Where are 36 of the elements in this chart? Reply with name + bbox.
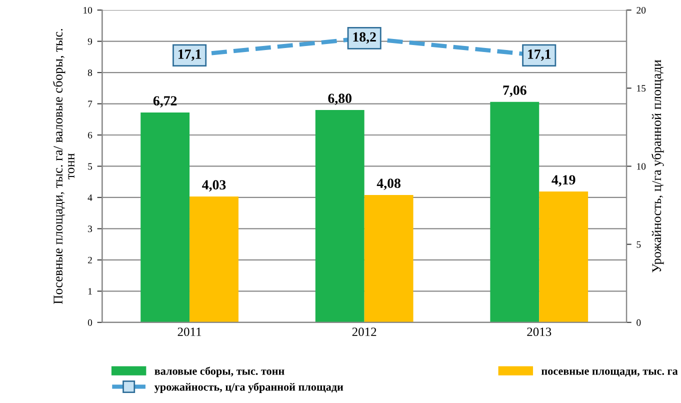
y-tick-label: 1 [88, 288, 92, 295]
y2-axis-title: Урожайность, ц/га убранной площади [652, 60, 664, 272]
x-tick-label: 2012 [352, 328, 376, 336]
bar [190, 196, 238, 322]
legend-label: валовые сборы, тыс. тонн [154, 366, 284, 378]
data-label: 6,80 [328, 94, 352, 106]
legend-label: урожайность, ц/га убранной площади [154, 382, 344, 393]
legend-label: посевные площади, тыс. га [542, 369, 678, 377]
y-tick-label: 6 [88, 132, 92, 138]
y-tick-label: 0 [88, 319, 92, 326]
x-tick-label: 2011 [178, 328, 202, 336]
data-label: 4,19 [552, 175, 576, 187]
y2-tick-label: 10 [637, 163, 646, 170]
y-tick-label: 9 [88, 38, 92, 45]
y2-tick-label: 15 [637, 85, 646, 92]
y-tick-label: 5 [88, 163, 92, 170]
y-tick-label: 2 [88, 256, 92, 264]
y-tick-label: 4 [88, 194, 92, 201]
y2-tick-label: 5 [636, 241, 641, 248]
bar [140, 112, 190, 322]
y2-tick-label: 20 [636, 6, 646, 14]
x-tick-label: 2013 [527, 328, 552, 336]
y-tick-label: 7 [88, 100, 92, 108]
y-axis-title: Посевные площади, тыс. га/ валовые сборы, тыс. тонн [52, 29, 74, 304]
data-label: 4,03 [202, 180, 226, 192]
bar [364, 194, 414, 322]
bar [539, 192, 588, 322]
y-tick-label: 10 [84, 6, 92, 14]
y-tick-label: 8 [88, 69, 92, 76]
data-label: 4,08 [376, 178, 400, 190]
bar [315, 110, 364, 322]
y-tick-label: 3 [88, 226, 92, 232]
bar [490, 102, 540, 322]
data-label: 7,06 [503, 86, 526, 97]
data-label: 6,72 [153, 96, 177, 108]
y2-tick-label: 0 [636, 319, 641, 326]
